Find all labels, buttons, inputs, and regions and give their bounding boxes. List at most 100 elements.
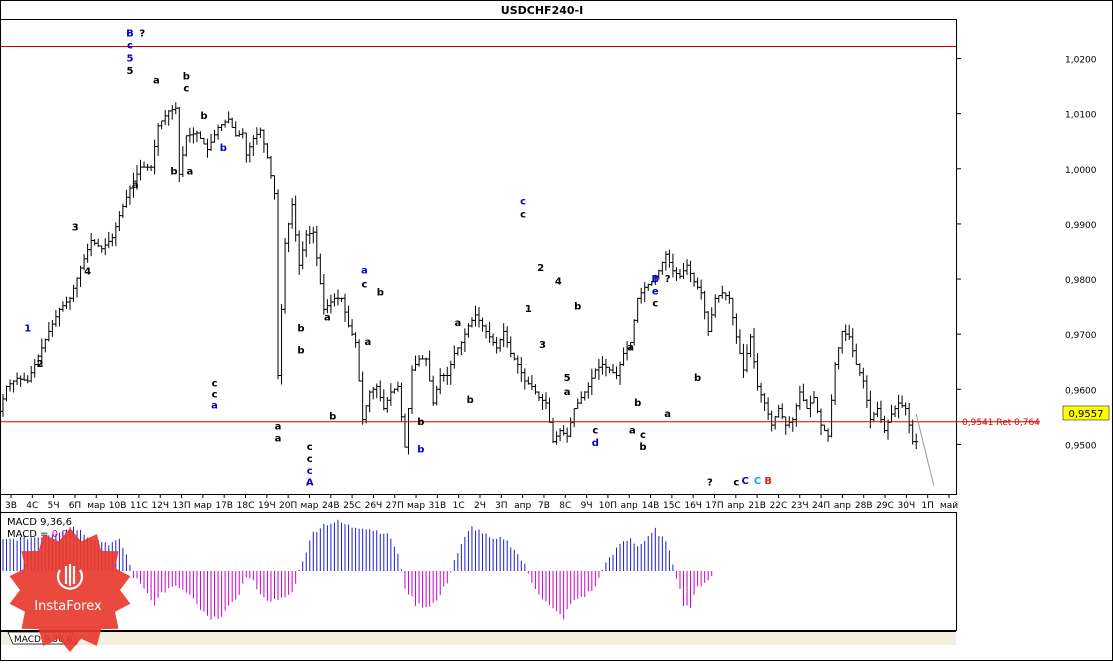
y-tick-label: 0,9700 — [1065, 331, 1097, 341]
wave-label: a — [211, 401, 218, 412]
x-tick-label: 2Ч — [474, 501, 486, 511]
x-axis: 3В 4С 5Ч 6П мар 10В 11С 12Ч 13П мар 17В 18С 19Ч 20П ма… — [5, 494, 958, 511]
x-tick-label: апр — [727, 501, 744, 511]
wave-label: a — [564, 387, 571, 398]
macd-label-1: MACD 9,36,6 — [7, 517, 72, 528]
x-tick-label: 13П — [172, 501, 190, 511]
wave-label: 5 — [126, 53, 133, 64]
y-axis: 1,0200 1,0100 1,0000 0,9900 0,9800 0,9700 0,96… — [956, 56, 1097, 451]
wave-label: a — [275, 434, 282, 445]
x-tick-label: 29С — [876, 501, 894, 511]
wave-label: a — [664, 409, 671, 420]
wave-label: 5 — [564, 373, 571, 384]
x-tick-label: мар — [194, 501, 212, 511]
x-tick-label: апр — [834, 501, 851, 511]
x-tick-label: май — [940, 501, 958, 511]
wave-label: 3 — [72, 223, 79, 234]
x-tick-label: 16Ч — [684, 501, 702, 511]
wave-label: c — [212, 379, 218, 390]
wave-label: A — [306, 478, 314, 489]
wave-label: a — [132, 180, 139, 191]
macd-pane — [0, 512, 957, 631]
x-tick-label: апр — [621, 501, 638, 511]
wave-label: c — [520, 209, 526, 220]
wave-label: C — [742, 476, 749, 487]
wave-label: d — [592, 438, 599, 449]
wave-label: b — [417, 445, 424, 456]
wave-label: c — [520, 197, 526, 208]
x-tick-label: 1С — [453, 501, 465, 511]
wave-label: b — [329, 412, 336, 423]
y-tick-label: 1,0200 — [1065, 56, 1097, 66]
wave-label: b — [183, 72, 190, 83]
wave-label: b — [377, 288, 384, 299]
wave-label: c — [307, 442, 313, 453]
x-tick-label: 14В — [642, 501, 660, 511]
x-tick-label: мар — [300, 501, 318, 511]
x-tick-label: 20П — [279, 501, 297, 511]
x-tick-label: 8С — [559, 501, 571, 511]
current-price-tag: 0,9557 — [1062, 405, 1110, 421]
x-tick-label: 3П — [495, 501, 508, 511]
wave-label: b — [634, 398, 641, 409]
wave-label: a — [153, 75, 160, 86]
wave-label: ? — [665, 274, 671, 285]
x-tick-label: 9Ч — [581, 501, 593, 511]
wave-label: c — [183, 84, 189, 95]
x-tick-label: 7В — [538, 501, 550, 511]
logo-emblem-icon — [56, 564, 84, 590]
wave-label: e — [652, 286, 659, 297]
wave-label: 2 — [537, 263, 544, 274]
wave-label: c — [361, 279, 367, 290]
x-tick-label: 17В — [215, 501, 233, 511]
wave-label: c — [212, 390, 218, 401]
wave-label: B — [651, 274, 659, 285]
x-tick-label: 3В — [5, 501, 17, 511]
y-tick-label: 1,0100 — [1065, 111, 1097, 121]
wave-label: c — [127, 41, 133, 52]
wave-label: a — [324, 312, 331, 323]
wave-label: C — [754, 476, 761, 487]
wave-label: b — [200, 111, 207, 122]
wave-label: b — [417, 417, 424, 428]
x-tick-label: 6П — [69, 501, 82, 511]
x-tick-label: 22С — [770, 501, 788, 511]
chart-title: USDCHF240-I — [501, 4, 583, 17]
x-tick-label: 4С — [26, 501, 38, 511]
wave-label: a — [365, 337, 372, 348]
macd-label-2-prefix: MACD = — [7, 529, 52, 540]
wave-label: a — [629, 425, 636, 436]
price-series — [1, 102, 919, 455]
wave-label: b — [170, 166, 177, 177]
wave-label: c — [652, 299, 658, 310]
wave-label: b — [297, 345, 304, 356]
x-tick-label: апр — [514, 501, 531, 511]
wave-label: 5 — [126, 66, 133, 77]
x-tick-label: 1П — [921, 501, 934, 511]
x-tick-label: 25С — [343, 501, 361, 511]
wave-label: 4 — [84, 267, 91, 278]
retracement-label: 0,9541 Ret 0,764 — [962, 418, 1040, 428]
y-tick-label: 1,0000 — [1065, 166, 1097, 176]
x-tick-label: 12Ч — [151, 501, 169, 511]
wave-label: 2 — [37, 359, 44, 370]
current-price-label: 0,9557 — [1069, 409, 1104, 420]
instaforex-logo: InstaForex — [9, 528, 131, 652]
x-tick-label: 30Ч — [898, 501, 916, 511]
wave-label: c — [307, 454, 313, 465]
x-tick-label: 23Ч — [791, 501, 809, 511]
wave-label: 1 — [24, 323, 31, 334]
wave-label: B — [126, 29, 134, 40]
x-tick-label: 10П — [599, 501, 617, 511]
x-tick-label: 11С — [130, 501, 148, 511]
wave-label: ? — [707, 478, 713, 489]
wave-label: a — [275, 422, 282, 433]
x-tick-label: 21В — [748, 501, 766, 511]
projection-segment — [915, 413, 935, 486]
logo-text: InstaForex — [34, 599, 102, 614]
wave-label: b — [639, 442, 646, 453]
y-tick-label: 0,9800 — [1065, 276, 1097, 286]
